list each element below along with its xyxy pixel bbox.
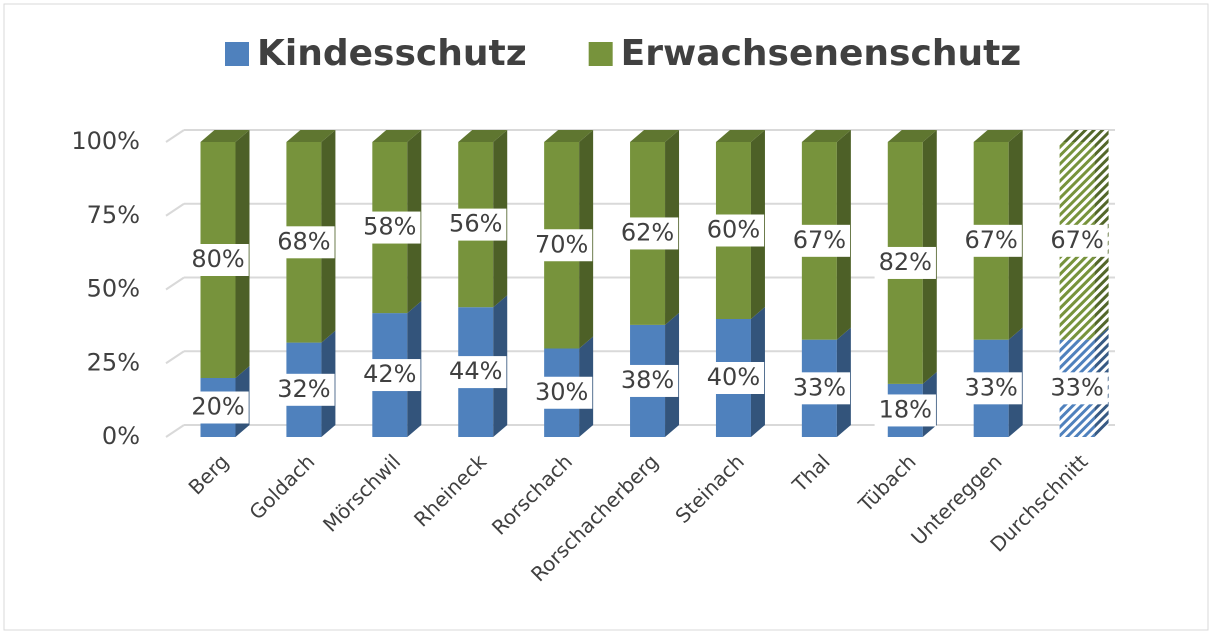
grid-line <box>165 129 185 143</box>
data-label: 67% <box>793 226 846 254</box>
data-label-bg <box>359 359 421 392</box>
y-tick-label: 0% <box>102 422 140 450</box>
data-label: 62% <box>621 218 674 246</box>
data-label-bg <box>960 224 1022 257</box>
data-label-bg <box>702 214 765 247</box>
bar-top <box>372 130 422 142</box>
y-tick-label: 75% <box>87 201 140 229</box>
data-label: 42% <box>363 360 416 388</box>
data-label-bg <box>273 226 335 259</box>
data-label-bg <box>874 394 936 427</box>
data-label-bg <box>788 372 851 405</box>
data-label: 33% <box>793 373 846 401</box>
data-label: 38% <box>621 366 674 394</box>
data-label-bg <box>616 217 679 250</box>
data-label-bg <box>616 364 679 397</box>
data-label-bg <box>273 373 335 406</box>
data-label: 40% <box>707 363 760 391</box>
bar-top <box>887 130 937 142</box>
bar-top <box>544 130 594 142</box>
data-label-bg <box>1046 224 1108 257</box>
grid-line <box>165 202 185 217</box>
data-label-bg <box>702 362 765 394</box>
data-label-bg <box>960 372 1022 405</box>
legend-label: Kindesschutz <box>257 33 527 74</box>
data-label-bg <box>187 244 249 276</box>
data-label: 18% <box>879 395 932 423</box>
data-label: 60% <box>707 216 760 244</box>
data-label: 56% <box>449 210 502 238</box>
bar-top <box>801 130 851 142</box>
bar-top <box>458 130 508 142</box>
data-label: 33% <box>965 373 1018 401</box>
grid-line <box>165 424 185 438</box>
data-label: 30% <box>535 378 588 406</box>
bar-top <box>286 130 336 142</box>
data-label: 70% <box>535 230 588 258</box>
data-label-bg <box>1046 372 1108 405</box>
data-label-bg <box>445 356 507 389</box>
data-label: 44% <box>449 357 502 385</box>
data-label: 32% <box>277 375 330 403</box>
data-label: 68% <box>277 227 330 255</box>
bar-top <box>200 130 250 142</box>
bar-top <box>973 130 1023 142</box>
data-label: 67% <box>965 226 1018 254</box>
data-label: 20% <box>191 393 244 421</box>
data-label: 58% <box>363 213 416 241</box>
legend-label: Erwachsenenschutz <box>621 33 1022 74</box>
data-label-bg <box>187 391 249 424</box>
bar-top <box>630 130 680 142</box>
y-tick-label: 50% <box>87 275 140 303</box>
legend-swatch <box>225 42 249 66</box>
legend-swatch <box>588 42 613 66</box>
data-label-bg <box>874 246 936 279</box>
data-label-bg <box>788 224 851 257</box>
data-label: 82% <box>879 248 932 276</box>
bar-top <box>1059 130 1109 142</box>
data-label-bg <box>445 208 507 241</box>
grid-line <box>165 276 185 291</box>
chart-border <box>3 3 1209 631</box>
bar-top <box>715 130 765 142</box>
data-label-bg <box>530 229 593 262</box>
y-tick-label: 25% <box>87 348 140 376</box>
data-label: 67% <box>1050 226 1103 254</box>
data-label: 33% <box>1050 373 1103 401</box>
data-label: 80% <box>191 245 244 273</box>
grid-line <box>165 350 185 365</box>
y-tick-label: 100% <box>71 127 140 155</box>
data-label-bg <box>359 211 421 244</box>
data-label-bg <box>530 376 593 409</box>
